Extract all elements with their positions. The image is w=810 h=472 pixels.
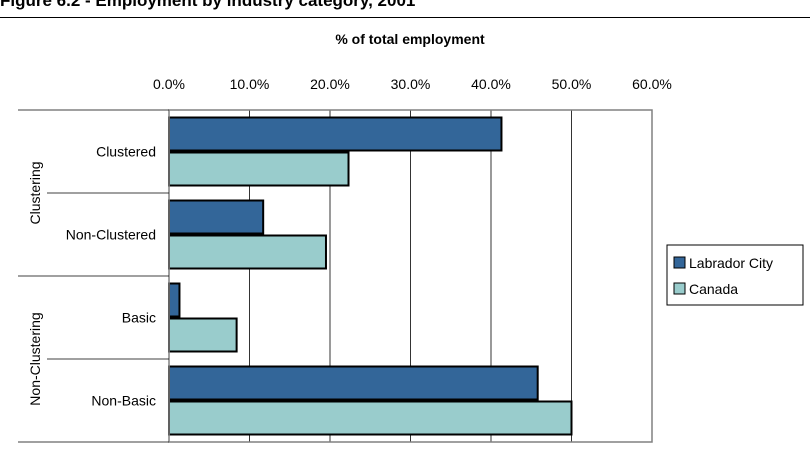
legend-box: [666, 244, 804, 306]
x-tick-label: 30.0%: [391, 76, 431, 92]
bar-labrador-city: [168, 116, 503, 152]
x-tick-label: 10.0%: [230, 76, 270, 92]
legend: Labrador City Canada: [666, 244, 804, 306]
x-tick-label: 60.0%: [632, 76, 672, 92]
legend-swatch: [673, 282, 686, 295]
group-label: Clustering: [27, 161, 43, 224]
bar-canada: [168, 151, 350, 187]
bar-canada: [168, 317, 238, 353]
x-axis-title: % of total employment: [335, 31, 485, 47]
category-label: Non-Basic: [91, 393, 156, 409]
legend-swatch: [673, 256, 686, 269]
category-label: Clustered: [96, 144, 156, 160]
bar-canada: [168, 234, 327, 270]
group-labels: Clustering Non-Clustering: [18, 109, 169, 443]
bars: [168, 116, 573, 436]
category-labels: Clustered Non-Clustered Basic Non-Basic: [66, 144, 156, 409]
title-rule: [0, 17, 810, 18]
x-tick-labels: 0.0% 10.0% 20.0% 30.0% 40.0% 50.0% 60.0%: [153, 76, 672, 92]
x-tick-label: 40.0%: [471, 76, 511, 92]
bar-labrador-city: [168, 282, 181, 318]
bar-canada: [168, 400, 573, 436]
figure-title: Figure 6.2 - Employment by industry cate…: [0, 0, 416, 10]
group-label: Non-Clustering: [27, 312, 43, 405]
legend-label: Labrador City: [689, 255, 773, 271]
bar-labrador-city: [168, 365, 539, 401]
x-tick-label: 0.0%: [153, 76, 185, 92]
category-label: Basic: [122, 310, 156, 326]
bar-labrador-city: [168, 199, 265, 235]
legend-label: Canada: [689, 281, 738, 297]
category-label: Non-Clustered: [66, 227, 156, 243]
x-tick-label: 20.0%: [310, 76, 350, 92]
x-tick-label: 50.0%: [552, 76, 592, 92]
